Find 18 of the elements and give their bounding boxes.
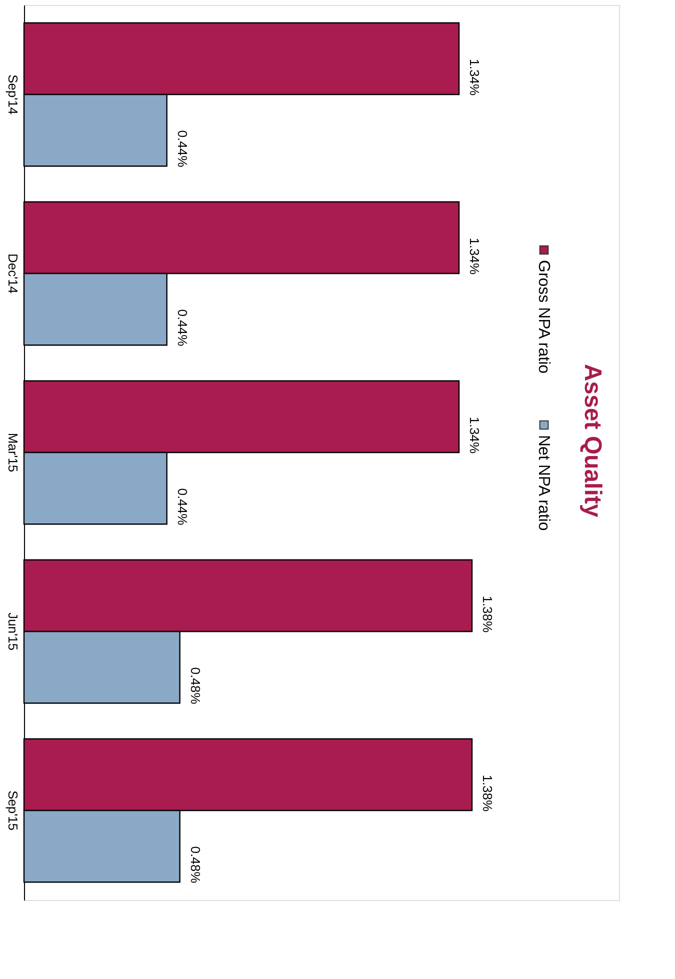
data-label: 0.44% bbox=[174, 488, 190, 526]
data-label: 1.34% bbox=[467, 238, 482, 275]
data-label: 1.34% bbox=[467, 58, 482, 96]
data-label: 0.48% bbox=[188, 667, 203, 705]
data-label: 0.44% bbox=[174, 309, 190, 347]
data-label: 1.34% bbox=[467, 416, 482, 454]
y-tick-label: Jun'15 bbox=[6, 612, 20, 650]
data-label: 0.48% bbox=[188, 846, 203, 884]
data-label: 1.38% bbox=[480, 596, 495, 633]
y-tick-label: Sep'15 bbox=[6, 790, 20, 831]
y-tick-label: Sep'14 bbox=[6, 74, 20, 115]
text: Asset Quality bbox=[579, 364, 606, 518]
data-label: 0.44% bbox=[174, 130, 190, 168]
y-tick-label: Dec'14 bbox=[6, 253, 20, 294]
data-label: 1.38% bbox=[480, 774, 495, 812]
legend-label: Gross NPA ratio bbox=[535, 260, 552, 374]
y-tick-label: Mar'15 bbox=[6, 432, 20, 472]
legend-label: Net NPA ratio bbox=[535, 435, 552, 531]
